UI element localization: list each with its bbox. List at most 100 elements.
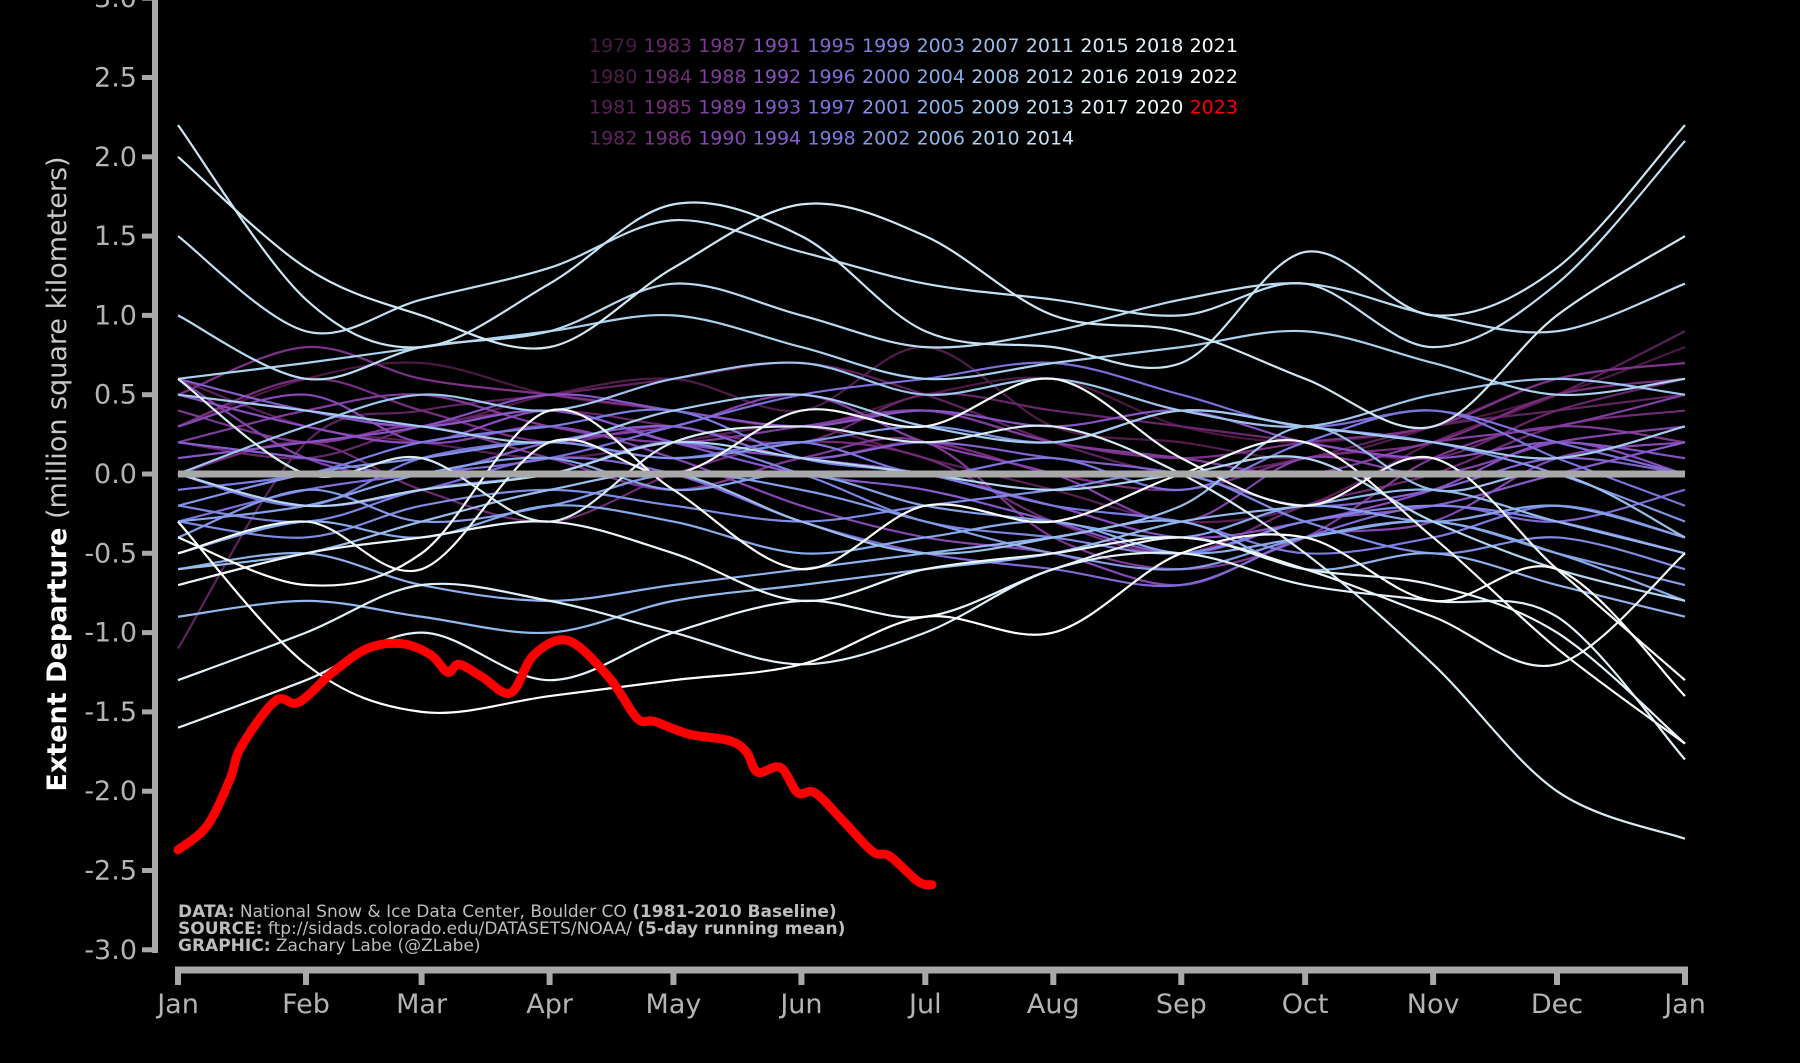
- line-2016: [177, 377, 1686, 840]
- legend-item-1992: 1992: [753, 66, 801, 88]
- legend-item-1995: 1995: [807, 35, 855, 57]
- legend-item-1984: 1984: [644, 66, 692, 88]
- legend-item-2012: 2012: [1026, 66, 1074, 88]
- legend-item-2007: 2007: [971, 35, 1019, 57]
- x-tick-label: Jun: [778, 989, 822, 1020]
- x-tick-label: Sep: [1156, 989, 1207, 1020]
- legend-item-1983: 1983: [644, 35, 692, 57]
- legend-item-1979: 1979: [589, 35, 637, 57]
- line-2011: [177, 440, 1686, 602]
- x-tick-label: Feb: [282, 989, 330, 1020]
- legend-item-2015: 2015: [1080, 35, 1128, 57]
- legend-item-2023: 2023: [1190, 97, 1238, 119]
- line-2023: [173, 635, 937, 890]
- legend-item-1980: 1980: [589, 66, 637, 88]
- y-tick-label: 1.0: [94, 300, 137, 331]
- legend-item-1988: 1988: [698, 66, 746, 88]
- y-tick-label: -1.0: [84, 618, 137, 649]
- line-2012: [177, 282, 1686, 381]
- footer-source-note: (5-day running mean): [637, 919, 845, 939]
- axes: -3.0 -2.5 -2.0 -1.5 -1.0 -0.5 0.0 0.5 1.0 1.5 2.0 2…: [84, 0, 1706, 1020]
- legend-item-1994: 1994: [753, 127, 801, 149]
- x-tick-label: Dec: [1531, 989, 1583, 1020]
- footer-data-baseline: (1981-2010 Baseline): [632, 902, 837, 922]
- line-2008: [177, 361, 1686, 476]
- legend-item-2004: 2004: [917, 66, 965, 88]
- y-tick-label: 2.5: [94, 63, 137, 94]
- legend-item-1989: 1989: [698, 97, 746, 119]
- line-2015: [177, 155, 1686, 430]
- legend-item-1993: 1993: [753, 97, 801, 119]
- footer-source-line: SOURCE: ftp://sidads.colorado.edu/DATASE…: [178, 919, 845, 939]
- legend-item-2021: 2021: [1190, 35, 1238, 57]
- line-2014: [177, 124, 1686, 370]
- line-2017: [177, 551, 1686, 761]
- line-2022: [177, 520, 1686, 715]
- footer-source-text: ftp://sidads.colorado.edu/DATASETS/NOAA/: [262, 919, 637, 939]
- legend-item-2006: 2006: [917, 127, 965, 149]
- y-tick-label: -2.5: [84, 856, 137, 887]
- y-tick-label: 1.5: [94, 221, 137, 252]
- legend-item-2013: 2013: [1026, 97, 1074, 119]
- legend-item-2005: 2005: [917, 97, 965, 119]
- footer-data-line: DATA: National Snow & Ice Data Center, B…: [178, 902, 837, 922]
- legend: 1979 1980 1981 1982 1983 1984 1985 1986 1987 1988…: [589, 35, 1238, 149]
- legend-item-2003: 2003: [917, 35, 965, 57]
- year-lines: [177, 124, 1686, 840]
- legend-item-2002: 2002: [862, 127, 910, 149]
- x-tick-label: Jul: [907, 989, 942, 1020]
- legend-item-2018: 2018: [1135, 35, 1183, 57]
- y-tick-label: 2.0: [94, 142, 137, 173]
- legend-item-1985: 1985: [644, 97, 692, 119]
- y-axis-label: Extent Departure (million square kilomet…: [42, 156, 73, 791]
- highlight-line-group: [173, 635, 937, 890]
- legend-item-2014: 2014: [1026, 127, 1074, 149]
- legend-item-2016: 2016: [1080, 66, 1128, 88]
- line-2021: [177, 408, 1686, 745]
- legend-item-2022: 2022: [1190, 66, 1238, 88]
- footer-graphic-text: Zachary Labe (@ZLabe): [271, 936, 481, 956]
- y-tick-label: -3.0: [84, 935, 137, 966]
- legend-item-1996: 1996: [807, 66, 855, 88]
- line-2010: [177, 313, 1686, 397]
- x-tick-label: May: [646, 989, 702, 1020]
- legend-item-2017: 2017: [1080, 97, 1128, 119]
- legend-item-2000: 2000: [862, 66, 910, 88]
- legend-item-2009: 2009: [971, 97, 1019, 119]
- legend-item-2019: 2019: [1135, 66, 1183, 88]
- y-tick-label: 0.0: [94, 459, 137, 490]
- footer-data-text: National Snow & Ice Data Center, Boulder…: [235, 902, 633, 922]
- x-tick-label: Jan: [155, 989, 199, 1020]
- legend-item-2001: 2001: [862, 97, 910, 119]
- legend-item-2011: 2011: [1026, 35, 1074, 57]
- footer-graphic-label: GRAPHIC:: [178, 936, 271, 956]
- footer-credits: DATA: National Snow & Ice Data Center, B…: [178, 902, 845, 956]
- y-tick-label: -1.5: [84, 697, 137, 728]
- footer-source-label: SOURCE:: [178, 919, 262, 939]
- legend-item-1982: 1982: [589, 127, 637, 149]
- x-tick-label: Aug: [1027, 989, 1080, 1020]
- x-tick-label: Oct: [1282, 989, 1329, 1020]
- y-tick-label: 3.0: [94, 0, 137, 14]
- y-tick-label: -0.5: [84, 538, 137, 569]
- y-tick-label: 0.5: [94, 380, 137, 411]
- legend-item-1987: 1987: [698, 35, 746, 57]
- footer-data-label: DATA:: [178, 902, 235, 922]
- legend-item-1999: 1999: [862, 35, 910, 57]
- footer-graphic-line: GRAPHIC: Zachary Labe (@ZLabe): [178, 936, 481, 956]
- y-axis-label-units: (million square kilometers): [42, 156, 73, 527]
- line-2020: [177, 377, 1686, 682]
- x-tick-label: Mar: [396, 989, 448, 1020]
- legend-item-2010: 2010: [971, 127, 1019, 149]
- x-tick-label: Nov: [1407, 989, 1460, 1020]
- y-axis-label-bold: Extent Departure: [42, 528, 73, 792]
- line-2019: [177, 520, 1686, 667]
- legend-item-1990: 1990: [698, 127, 746, 149]
- line-2013: [177, 140, 1686, 349]
- y-tick-label: -2.0: [84, 776, 137, 807]
- legend-item-2008: 2008: [971, 66, 1019, 88]
- legend-item-1986: 1986: [644, 127, 692, 149]
- legend-item-1981: 1981: [589, 97, 637, 119]
- x-tick-label: Jan: [1662, 989, 1706, 1020]
